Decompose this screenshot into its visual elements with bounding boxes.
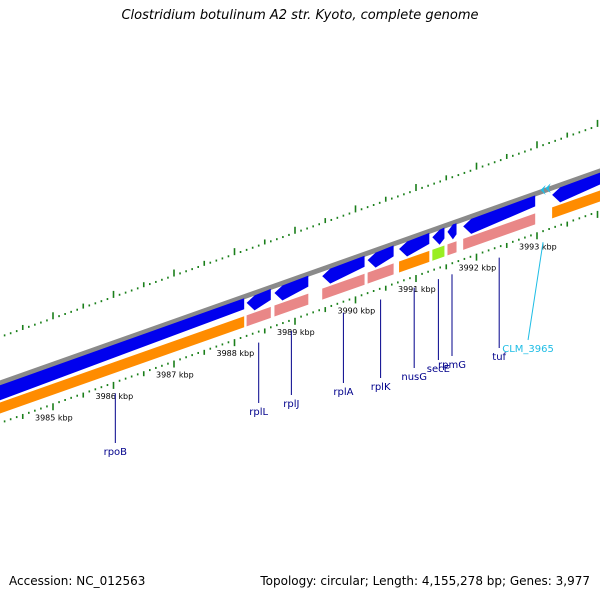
tuf-gene-bar[interactable]: [463, 213, 536, 250]
rpll-cds-arrow[interactable]: [246, 288, 271, 311]
rplj-cds-arrow[interactable]: [274, 275, 309, 301]
gene-label[interactable]: rplL: [249, 407, 268, 418]
rpla-gene-bar[interactable]: [322, 273, 365, 300]
gene-label[interactable]: secE: [427, 364, 450, 375]
gene-label[interactable]: rpoB: [104, 447, 128, 458]
rpmg-gene-bar[interactable]: [447, 241, 457, 256]
next-cds-arrow[interactable]: [552, 169, 600, 203]
rpob-cds-arrow[interactable]: [0, 298, 245, 402]
kbp-label: 3992 kbp: [459, 264, 497, 273]
tuf-cds-arrow[interactable]: [463, 195, 536, 234]
kbp-label: 3990 kbp: [338, 306, 376, 315]
label-leader: [527, 242, 544, 341]
kbp-label: 3989 kbp: [277, 328, 315, 337]
kbp-label: 3988 kbp: [217, 349, 255, 358]
gene-label[interactable]: CLM_3965: [502, 344, 554, 355]
backbone-line: [0, 168, 600, 386]
sece-gene-bar[interactable]: [432, 245, 445, 261]
map-title: Clostridium botulinum A2 str. Kyoto, com…: [121, 8, 479, 23]
rplk-cds-arrow[interactable]: [367, 245, 394, 268]
gene-label[interactable]: rplA: [333, 387, 353, 398]
rplj-gene-bar[interactable]: [274, 293, 309, 317]
nusg-cds-arrow[interactable]: [399, 232, 430, 257]
sece-cds-arrow[interactable]: [432, 227, 445, 245]
kbp-label: 3991 kbp: [398, 285, 436, 294]
kbp-label: 3986 kbp: [96, 392, 134, 401]
genome-summary-text: Topology: circular; Length: 4,155,278 bp…: [260, 574, 590, 588]
gene-label[interactable]: rplJ: [283, 399, 299, 410]
rpmg-cds-arrow[interactable]: [447, 223, 457, 240]
gene-label[interactable]: rpmG: [438, 360, 466, 371]
clm-3965-feature-arrow[interactable]: [540, 184, 546, 195]
rpla-cds-arrow[interactable]: [322, 255, 365, 284]
kbp-label: 3993 kbp: [519, 242, 557, 251]
accession-text: Accession: NC_012563: [9, 574, 146, 588]
nusg-gene-bar[interactable]: [399, 250, 430, 273]
next-gene-bar[interactable]: [552, 187, 600, 219]
kbp-label: 3985 kbp: [35, 413, 73, 422]
scale-labels: 3985 kbp 3986 kbp 3987 kbp 3988 kbp 3989 kbp…: [35, 242, 557, 422]
clm-3965-feature-arrow[interactable]: [545, 183, 551, 194]
rpll-gene-bar[interactable]: [246, 306, 271, 327]
rplk-gene-bar[interactable]: [367, 263, 394, 284]
rpob-gene-bar[interactable]: [0, 316, 245, 418]
backbone-track: [0, 168, 600, 386]
gene-label[interactable]: nusG: [401, 372, 427, 383]
kbp-label: 3987 kbp: [156, 371, 194, 380]
feature-tracks: [0, 169, 600, 418]
tick-track: [3, 119, 599, 423]
gene-label[interactable]: tuf: [492, 352, 506, 363]
gene-label[interactable]: rplK: [371, 382, 391, 393]
